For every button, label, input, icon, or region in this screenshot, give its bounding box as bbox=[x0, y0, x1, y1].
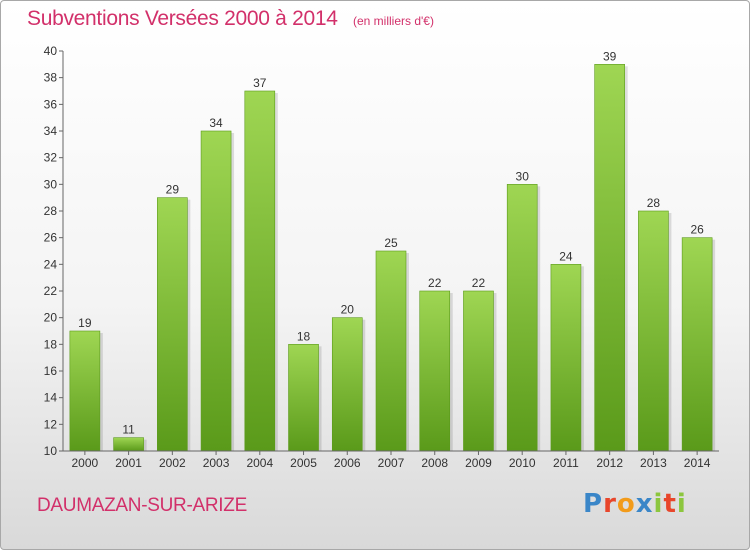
data-label-2004: 37 bbox=[253, 76, 267, 90]
data-label-2007: 25 bbox=[384, 236, 398, 250]
data-label-2014: 26 bbox=[690, 223, 704, 237]
data-label-2013: 28 bbox=[647, 196, 661, 210]
bar-2010 bbox=[506, 184, 538, 452]
y-tick-label: 10 bbox=[44, 444, 58, 458]
bar-2012 bbox=[594, 64, 625, 452]
y-tick-label: 14 bbox=[44, 391, 58, 405]
x-tick-label-2008: 2008 bbox=[421, 456, 448, 470]
chart-title: Subventions Versées 2000 à 2014 bbox=[27, 7, 338, 30]
bar-2011 bbox=[550, 264, 582, 452]
x-tick-label-2003: 2003 bbox=[203, 456, 230, 470]
bar-2008 bbox=[419, 290, 451, 452]
chart-subtitle: (en milliers d'€) bbox=[353, 14, 434, 28]
bar-2001 bbox=[113, 437, 144, 452]
bar-2003 bbox=[200, 130, 232, 452]
y-axis: 10 12 14 16 18 20 22 24 26 28 30 32 34 36 38 40 bbox=[44, 44, 64, 458]
bar-2006 bbox=[331, 317, 363, 452]
data-label-2005: 18 bbox=[297, 329, 311, 343]
bar-2000 bbox=[69, 330, 101, 452]
data-label-2011: 24 bbox=[559, 249, 573, 263]
x-tick-label-2010: 2010 bbox=[509, 456, 536, 470]
bar-2009 bbox=[463, 290, 494, 452]
y-tick-label: 26 bbox=[44, 231, 58, 245]
x-tick-label-2006: 2006 bbox=[334, 456, 361, 470]
y-tick-label: 24 bbox=[44, 257, 58, 271]
x-tick-label-2011: 2011 bbox=[553, 456, 579, 470]
bar-2002 bbox=[157, 197, 188, 452]
y-tick-label: 32 bbox=[44, 151, 58, 165]
data-label-2008: 22 bbox=[428, 276, 442, 290]
y-tick-label: 28 bbox=[44, 204, 58, 218]
y-tick-label: 18 bbox=[44, 337, 58, 351]
data-label-2006: 20 bbox=[341, 303, 355, 317]
y-tick-label: 36 bbox=[44, 97, 58, 111]
x-axis: 2000 2001 2002 2003 2004 2005 2006 2007 2008 2009… bbox=[63, 450, 719, 470]
bar-2004 bbox=[244, 90, 276, 452]
data-label-2012: 39 bbox=[603, 49, 617, 63]
y-tick-label: 34 bbox=[44, 124, 58, 138]
x-tick-label-2005: 2005 bbox=[290, 456, 317, 470]
bar-2013 bbox=[638, 210, 669, 452]
logo-letter: i bbox=[676, 489, 687, 519]
x-tick-label-2000: 2000 bbox=[72, 456, 99, 470]
bar-2014 bbox=[681, 237, 713, 452]
logo-letter: r bbox=[603, 489, 617, 519]
x-tick-label-2001: 2001 bbox=[115, 456, 142, 470]
bar-2005 bbox=[288, 344, 319, 452]
data-label-2001: 11 bbox=[122, 423, 135, 437]
y-tick-label: 12 bbox=[44, 417, 58, 431]
y-tick-label: 22 bbox=[44, 284, 58, 298]
x-tick-label-2014: 2014 bbox=[684, 456, 711, 470]
x-tick-label-2012: 2012 bbox=[596, 456, 623, 470]
y-tick-label: 40 bbox=[44, 44, 58, 58]
logo-letter: o bbox=[616, 489, 636, 519]
logo-letter: i bbox=[653, 489, 664, 519]
data-label-2002: 29 bbox=[166, 183, 180, 197]
data-label-2010: 30 bbox=[516, 169, 530, 183]
logo-letter: P bbox=[583, 489, 604, 519]
bars-group: 19 11 29 34 37 18 20 25 22 22 30 24 39 28 26 bbox=[69, 49, 716, 452]
data-label-2009: 22 bbox=[472, 276, 486, 290]
y-tick-label: 20 bbox=[44, 311, 58, 325]
x-tick-label-2013: 2013 bbox=[640, 456, 667, 470]
data-label-2003: 34 bbox=[209, 116, 223, 130]
x-tick-label-2002: 2002 bbox=[159, 456, 186, 470]
bar-2007 bbox=[375, 250, 407, 452]
logo-letter: t bbox=[663, 489, 677, 519]
y-tick-label: 16 bbox=[44, 364, 58, 378]
x-tick-label-2007: 2007 bbox=[378, 456, 405, 470]
y-tick-label: 38 bbox=[44, 71, 58, 85]
y-tick-label: 30 bbox=[44, 177, 58, 191]
commune-name: DAUMAZAN-SUR-ARIZE bbox=[37, 495, 247, 516]
proxiti-logo: Proxiti bbox=[583, 489, 687, 519]
data-label-2000: 19 bbox=[78, 316, 92, 330]
x-tick-label-2004: 2004 bbox=[246, 456, 273, 470]
x-tick-label-2009: 2009 bbox=[465, 456, 492, 470]
logo-letter: x bbox=[635, 489, 654, 519]
